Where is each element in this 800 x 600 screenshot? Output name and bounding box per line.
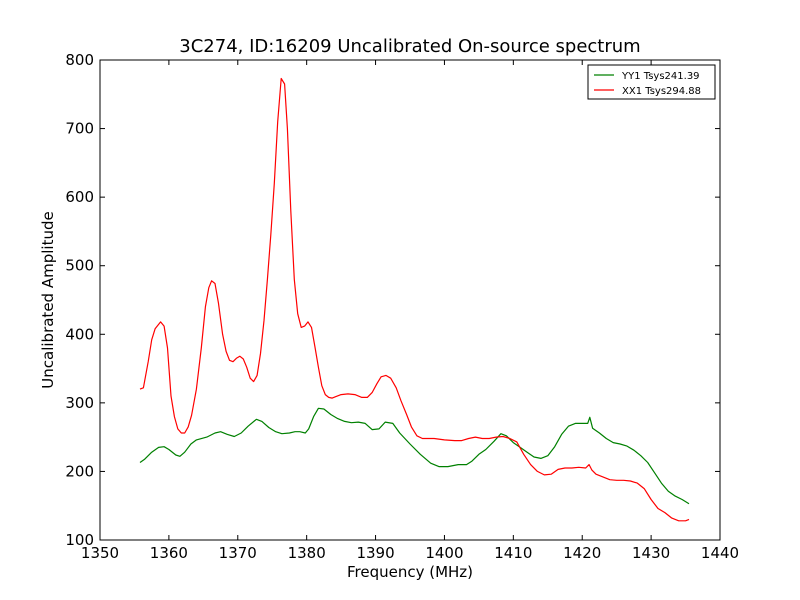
y-tick-label: 400 [65, 325, 94, 343]
y-axis-ticks: 100 200 300 400 500 600 700 800 [65, 51, 720, 549]
x-tick-label: 1390 [356, 544, 394, 562]
x-tick-label: 1400 [425, 544, 463, 562]
x-tick-label: 1430 [632, 544, 670, 562]
x-tick-label: 1350 [81, 544, 119, 562]
plot-series-group [139, 77, 690, 522]
legend-box [587, 64, 716, 100]
x-tick-label: 1370 [219, 544, 257, 562]
y-axis-label: Uncalibrated Amplitude [39, 211, 57, 388]
legend: YY1 Tsys241.39 XX1 Tsys294.88 [587, 64, 716, 100]
y-tick-label: 600 [65, 188, 94, 206]
y-tick-label: 500 [65, 257, 94, 275]
y-tick-label: 700 [65, 120, 94, 138]
plot-frame [99, 59, 721, 541]
y-tick-label: 800 [65, 51, 94, 69]
x-tick-label: 1380 [288, 544, 326, 562]
series-line-1 [139, 407, 690, 505]
x-tick-label: 1420 [563, 544, 601, 562]
x-tick-label: 1360 [150, 544, 188, 562]
x-axis-ticks: 1350 1360 1370 1380 1390 1400 1410 1420 1430 1440 [81, 60, 739, 562]
legend-label-2: XX1 Tsys294.88 [622, 86, 701, 97]
y-tick-label: 300 [65, 394, 94, 412]
legend-label-1: YY1 Tsys241.39 [621, 71, 700, 82]
series-line-2 [139, 77, 690, 522]
x-axis-label: Frequency (MHz) [347, 563, 473, 581]
x-tick-label: 1410 [494, 544, 532, 562]
x-tick-label: 1440 [701, 544, 739, 562]
chart-title: 3C274, ID:16209 Uncalibrated On-source s… [179, 36, 640, 57]
y-tick-label: 200 [65, 462, 94, 480]
y-tick-label: 100 [65, 531, 94, 549]
